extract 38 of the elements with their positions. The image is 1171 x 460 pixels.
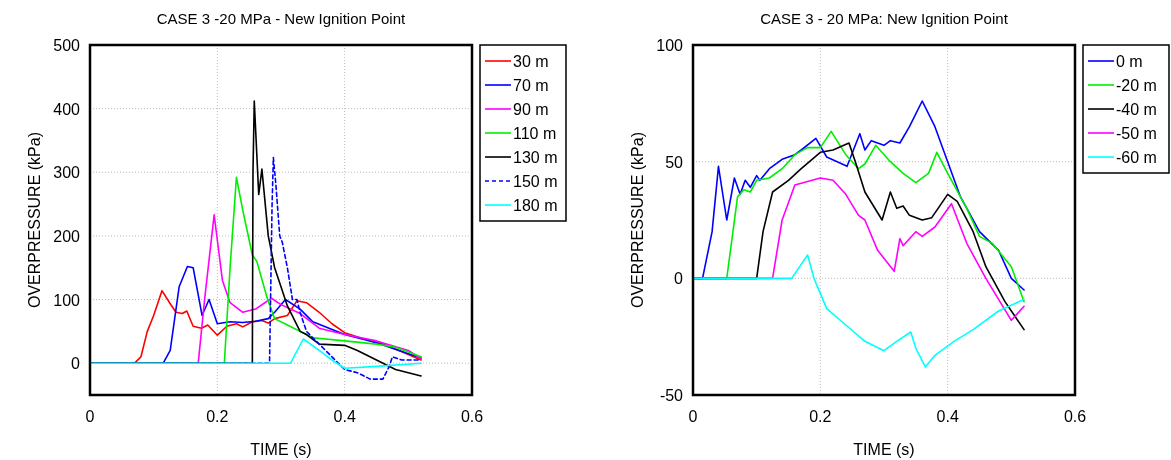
y-tick-label: 400 bbox=[53, 100, 81, 118]
legend-label: 110 m bbox=[513, 125, 557, 142]
x-axis-title: TIME (s) bbox=[250, 441, 312, 458]
y-tick-label: 500 bbox=[53, 37, 81, 54]
legend-label: 150 m bbox=[513, 173, 558, 190]
chart-title: CASE 3 -20 MPa - New Ignition Point bbox=[156, 10, 407, 27]
y-tick-label: 200 bbox=[53, 227, 81, 245]
y-tick-label: 100 bbox=[53, 291, 81, 309]
x-axis-title: TIME (s) bbox=[853, 441, 915, 458]
y-tick-label: 0 bbox=[71, 355, 81, 373]
x-tick-label: 0.4 bbox=[333, 408, 356, 425]
y-tick-label: 300 bbox=[53, 164, 81, 182]
y-axis-title: OVERPRESSURE (kPa) bbox=[629, 131, 646, 309]
x-tick-label: 0 bbox=[688, 408, 698, 425]
y-tick-label: 50 bbox=[665, 153, 684, 171]
y-axis-title: OVERPRESSURE (kPa) bbox=[26, 131, 43, 309]
x-tick-label: 0.4 bbox=[936, 408, 959, 425]
legend-label: 0 m bbox=[1116, 53, 1143, 70]
legend-label: 70 m bbox=[513, 77, 549, 94]
line-series bbox=[692, 254, 1025, 368]
x-tick-label: 0.6 bbox=[460, 408, 484, 425]
x-tick-label: 0.6 bbox=[1063, 408, 1087, 425]
legend-label: 30 m bbox=[513, 53, 549, 70]
line-series bbox=[89, 338, 422, 370]
y-tick-label: -50 bbox=[659, 387, 684, 404]
y-tick-label: 0 bbox=[674, 270, 684, 288]
chart-title: CASE 3 - 20 MPa: New Ignition Point bbox=[760, 10, 1009, 27]
legend-label: 90 m bbox=[513, 101, 549, 118]
legend-label: 130 m bbox=[513, 149, 558, 166]
x-tick-label: 0 bbox=[85, 408, 95, 425]
legend-label: 180 m bbox=[513, 197, 558, 214]
x-tick-label: 0.2 bbox=[206, 408, 229, 425]
y-tick-label: 100 bbox=[656, 37, 684, 54]
x-tick-label: 0.2 bbox=[809, 408, 832, 425]
legend-label: -20 m bbox=[1116, 77, 1157, 94]
legend-label: -50 m bbox=[1116, 125, 1157, 142]
legend-label: -60 m bbox=[1116, 149, 1157, 166]
legend-label: -40 m bbox=[1116, 101, 1157, 118]
